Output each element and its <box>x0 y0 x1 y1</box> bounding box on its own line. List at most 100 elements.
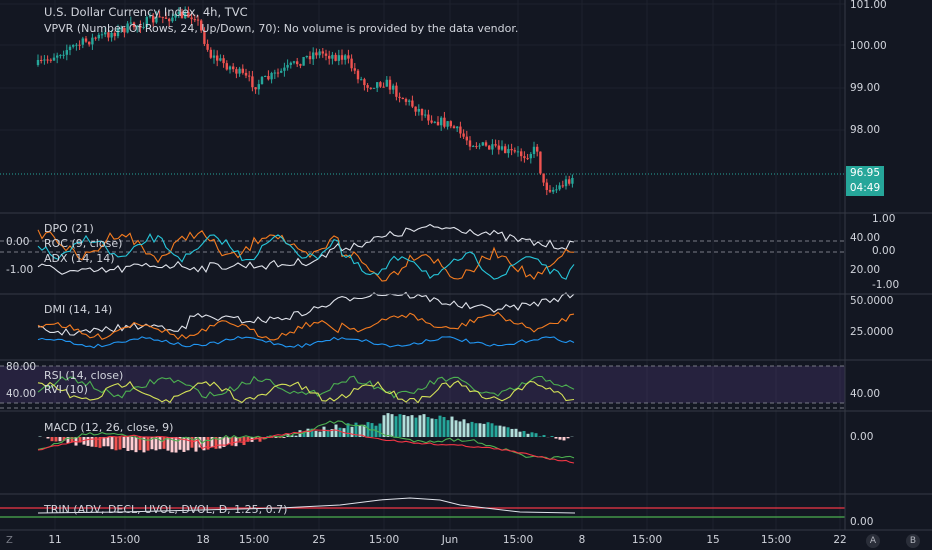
candle-body <box>552 189 555 192</box>
candle-body <box>526 158 529 160</box>
macd-hist-bar <box>246 437 250 442</box>
candle-body <box>155 16 158 23</box>
candle-body <box>382 86 385 88</box>
macd-hist-bar <box>70 437 74 443</box>
macd-hist-bar <box>126 437 130 451</box>
candle-body <box>46 59 49 61</box>
candle-body <box>136 25 139 28</box>
macd-hist-bar <box>54 437 58 442</box>
log-scale-button[interactable]: B <box>906 534 920 548</box>
macd-hist-bar <box>254 437 258 439</box>
auto-scale-button[interactable]: A <box>866 534 880 548</box>
candle-body <box>241 68 244 73</box>
candle-body <box>340 55 344 60</box>
macd-hist-bar <box>482 423 486 437</box>
time-tick: 15:00 <box>368 534 400 546</box>
macd-hist-bar <box>526 433 530 437</box>
macd-legend[interactable]: MACD (12, 26, close, 9) <box>44 421 174 434</box>
candle-body <box>516 151 520 153</box>
macd-hist-bar <box>78 437 82 443</box>
candle-body <box>276 72 280 74</box>
rsi-left-tick: 80.00 <box>6 361 37 373</box>
macd-hist-bar <box>378 423 382 437</box>
candle-body <box>331 54 334 59</box>
macd-hist-bar <box>338 427 342 437</box>
candle-body <box>398 96 401 98</box>
candle-body <box>414 106 417 112</box>
candle-body <box>78 44 81 46</box>
macd-hist-bar <box>538 436 542 437</box>
macd-hist-bar <box>62 437 66 441</box>
macd-hist-bar <box>386 413 390 437</box>
rsi-line <box>37 375 575 399</box>
dpo-left-tick: 0.00 <box>6 236 30 248</box>
chart-title[interactable]: U.S. Dollar Currency Index, 4h, TVC <box>44 5 248 19</box>
time-tick: 15 <box>706 534 720 546</box>
macd-hist-bar <box>154 437 158 451</box>
candle-body <box>91 37 94 45</box>
candle-body <box>408 100 411 102</box>
macd-hist-bar <box>490 423 494 437</box>
candle-body <box>568 179 571 184</box>
rsi-legend[interactable]: RSI (14, close) <box>44 369 124 382</box>
rvi-legend[interactable]: RVI (10) <box>44 383 88 396</box>
adx-line <box>37 223 575 275</box>
adx-legend[interactable]: ADX (14, 14) <box>44 252 115 265</box>
candle-body <box>440 117 443 126</box>
macd-hist-bar <box>494 425 498 437</box>
dpo-right-tick: 1.00 <box>872 213 896 225</box>
macd-hist-bar <box>402 414 406 437</box>
macd-hist-bar <box>354 422 358 437</box>
macd-hist-bar <box>330 429 334 437</box>
candle-body <box>465 136 468 141</box>
macd-hist-bar <box>510 428 514 437</box>
roc-legend[interactable]: ROC (9, close) <box>44 237 123 250</box>
macd-hist-bar <box>110 437 114 450</box>
macd-hist-bar <box>534 433 538 437</box>
candle-body <box>110 32 113 38</box>
macd-hist-bar <box>362 424 366 437</box>
vpvr-legend[interactable]: VPVR (Number Of Rows, 24, Up/Down, 70): … <box>44 22 519 35</box>
trin-legend[interactable]: TRIN (ADV, DECL, UVOL, DVOL, D, 1.25, 0.… <box>44 503 288 516</box>
macd-hist-bar <box>66 437 70 444</box>
candle-body <box>190 17 193 20</box>
candle-body <box>472 146 475 148</box>
candle-body <box>539 151 542 174</box>
candle-body <box>468 140 472 147</box>
macd-hist-bar <box>518 431 522 437</box>
price-candles <box>36 6 574 196</box>
candle-body <box>478 145 481 147</box>
macd-hist-bar <box>146 437 150 451</box>
macd-hist-bar <box>90 437 94 447</box>
candle-body <box>411 100 414 107</box>
candle-body <box>420 109 424 116</box>
macd-hist-bar <box>442 417 446 437</box>
candle-body <box>84 38 88 42</box>
macd-hist-bar <box>458 421 462 437</box>
dpo-right-tick: -1.00 <box>872 279 900 291</box>
macd-hist-bar <box>98 437 102 448</box>
price-tick: 101.00 <box>850 0 887 11</box>
macd-hist-bar <box>406 416 410 437</box>
candle-body <box>97 34 100 39</box>
dmi-tick: 50.0000 <box>850 295 894 307</box>
candle-body <box>536 146 539 152</box>
candle-body <box>200 20 203 31</box>
signal-line <box>37 429 575 464</box>
candle-body <box>219 58 222 61</box>
candle-body <box>564 179 568 187</box>
dmi-legend[interactable]: DMI (14, 14) <box>44 303 113 316</box>
macd-tick: 0.00 <box>850 431 874 443</box>
dmi-tick: 25.0000 <box>850 326 894 338</box>
candle-body <box>235 69 238 74</box>
macd-hist-bar <box>562 437 566 441</box>
dpo-legend[interactable]: DPO (21) <box>44 222 94 235</box>
zoom-z-button[interactable]: Z <box>6 535 13 546</box>
macd-hist-bar <box>142 437 146 453</box>
candle-body <box>59 54 62 56</box>
candle-body <box>129 22 132 24</box>
candle-body <box>328 55 331 59</box>
candle-body <box>344 55 347 60</box>
macd-hist-bar <box>174 437 178 453</box>
